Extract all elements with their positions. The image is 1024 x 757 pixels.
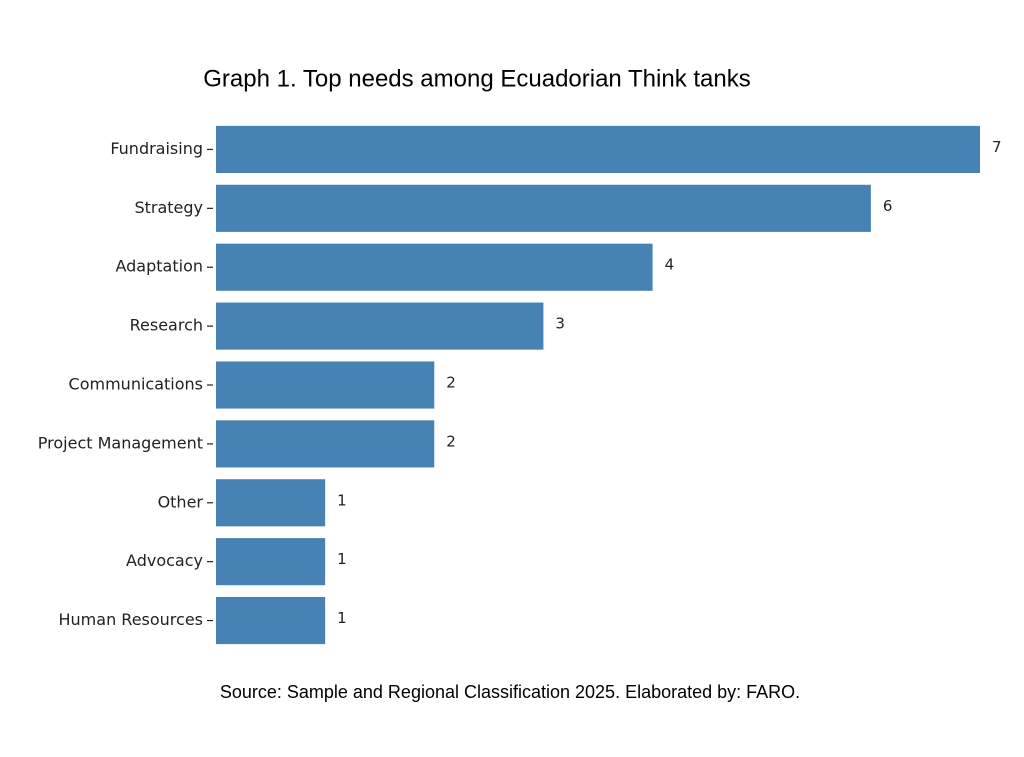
y-tick-label: Strategy	[134, 198, 203, 217]
y-tick-label: Communications	[69, 375, 203, 394]
y-tick-label: Other	[158, 492, 204, 511]
y-tick-label: Human Resources	[59, 610, 204, 629]
data-label: 4	[665, 256, 675, 274]
bar	[216, 479, 326, 527]
y-tick-label: Adaptation	[115, 257, 203, 276]
y-tick-label: Fundraising	[110, 139, 203, 158]
bar	[216, 538, 326, 586]
data-label: 2	[446, 432, 456, 450]
y-tick-label: Project Management	[38, 433, 203, 452]
bar	[216, 243, 653, 291]
bar	[216, 125, 980, 173]
data-label: 6	[883, 197, 893, 215]
y-tick-label: Research	[130, 316, 203, 335]
bar	[216, 184, 871, 232]
data-label: 3	[555, 315, 565, 333]
bar	[216, 597, 326, 645]
chart-title: Graph 1. Top needs among Ecuadorian Thin…	[203, 65, 750, 92]
chart-source: Source: Sample and Regional Classificati…	[220, 682, 800, 702]
y-tick-label: Advocacy	[126, 551, 203, 570]
data-label: 1	[337, 609, 347, 627]
data-label: 1	[337, 491, 347, 509]
data-label: 1	[337, 550, 347, 568]
data-label: 2	[446, 374, 456, 392]
bar	[216, 361, 435, 409]
bar	[216, 420, 435, 468]
data-label: 7	[992, 138, 1002, 156]
bar	[216, 302, 544, 350]
